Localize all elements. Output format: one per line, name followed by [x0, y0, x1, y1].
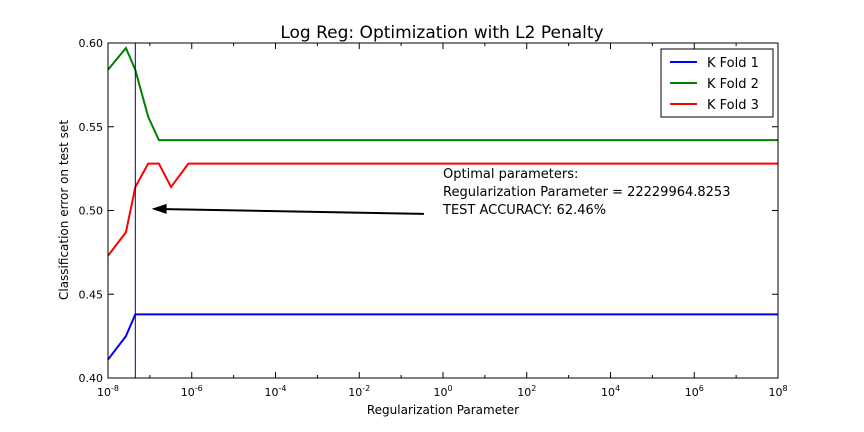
- annotation-arrow-head: [151, 203, 167, 214]
- annotation-arrow-shaft: [165, 208, 424, 215]
- y-tick-label: 0.50: [79, 205, 104, 218]
- legend-label: K Fold 2: [707, 77, 759, 92]
- x-tick-label: 10-6: [181, 384, 203, 399]
- y-tick-label: 0.45: [79, 288, 104, 301]
- x-tick-label: 10-4: [265, 384, 287, 399]
- y-tick-label: 0.40: [79, 372, 104, 385]
- x-tick-label: 100: [433, 384, 452, 399]
- x-axis-label: Regularization Parameter: [367, 403, 519, 417]
- y-tick-label: 0.55: [79, 121, 104, 134]
- x-tick-label: 108: [768, 384, 787, 399]
- legend-label: K Fold 3: [707, 98, 759, 113]
- x-tick-label: 106: [685, 384, 704, 399]
- x-tick-label: 10-8: [97, 384, 119, 399]
- annotation-text-line: Optimal parameters:: [443, 167, 578, 182]
- x-tick-label: 104: [601, 384, 620, 399]
- x-tick-label: 102: [517, 384, 536, 399]
- x-tick-label: 10-2: [348, 384, 370, 399]
- annotation-text-line: Regularization Parameter = 22229964.8253: [443, 185, 730, 200]
- series-line-k-fold-2: [107, 46, 778, 142]
- y-tick-label: 0.60: [79, 37, 104, 50]
- series-line-k-fold-1: [107, 313, 778, 361]
- series-line-k-fold-3: [107, 162, 778, 257]
- chart-title: Log Reg: Optimization with L2 Penalty: [280, 23, 603, 43]
- annotation-text-line: TEST ACCURACY: 62.46%: [442, 203, 606, 218]
- legend-label: K Fold 1: [707, 56, 759, 71]
- y-axis-label: Classification error on test set: [57, 120, 71, 300]
